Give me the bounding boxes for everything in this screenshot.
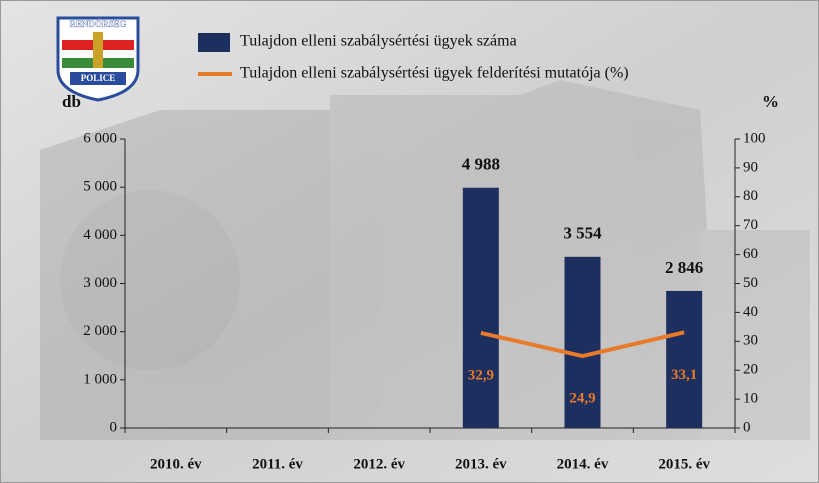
x-tick-label: 2012. év	[353, 456, 405, 472]
line	[480, 330, 685, 359]
legend-label: Tulajdon elleni szabálysértési ügyek szá…	[240, 33, 517, 50]
line-value-label: 24,9	[569, 390, 595, 406]
y2-tick-label: 60	[743, 246, 758, 262]
logo-text: POLICE	[81, 73, 116, 83]
y-tick-label: 4 000	[83, 227, 117, 243]
y2-tick-label: 0	[743, 419, 751, 435]
bar	[564, 256, 601, 428]
x-tick-label: 2011. év	[252, 456, 303, 472]
y2-tick-label: 30	[743, 333, 758, 349]
y2-tick-label: 10	[743, 391, 758, 407]
legend-label: Tulajdon elleni szabálysértési ügyek fel…	[240, 65, 629, 82]
y2-tick-label: 40	[743, 304, 758, 320]
x-tick-label: 2010. év	[150, 456, 202, 472]
y2-tick-label: 100	[743, 130, 766, 146]
legend-swatch	[198, 33, 230, 52]
y-tick-label: 0	[110, 419, 118, 435]
bar	[666, 290, 703, 428]
y-tick-label: 2 000	[83, 323, 117, 339]
y-tick-label: 5 000	[83, 179, 117, 195]
y2-tick-label: 80	[743, 188, 758, 204]
y2-tick-label: 70	[743, 217, 758, 233]
y-axis-label: db	[62, 92, 81, 111]
bar-value-label: 3 554	[563, 224, 602, 243]
building-photo	[40, 80, 810, 440]
line-value-label: 32,9	[468, 367, 494, 383]
y2-tick-label: 90	[743, 159, 758, 175]
x-tick-label: 2013. év	[455, 456, 507, 472]
y-tick-label: 3 000	[83, 275, 117, 291]
x-tick-label: 2014. év	[557, 456, 609, 472]
y2-tick-label: 50	[743, 275, 758, 291]
logo: RENDŐRSÉG POLICE	[56, 16, 140, 102]
line-value-label: 33,1	[671, 367, 697, 383]
bar-value-label: 4 988	[462, 155, 500, 174]
y-tick-label: 1 000	[83, 371, 117, 387]
y2-tick-label: 20	[743, 362, 758, 378]
x-tick-label: 2015. év	[658, 456, 710, 472]
logo-text: RENDŐRSÉG	[69, 19, 126, 29]
bar-value-label: 2 846	[665, 258, 703, 277]
bar	[462, 187, 499, 428]
y-tick-label: 6 000	[83, 130, 117, 146]
y2-axis-label: %	[762, 92, 779, 111]
